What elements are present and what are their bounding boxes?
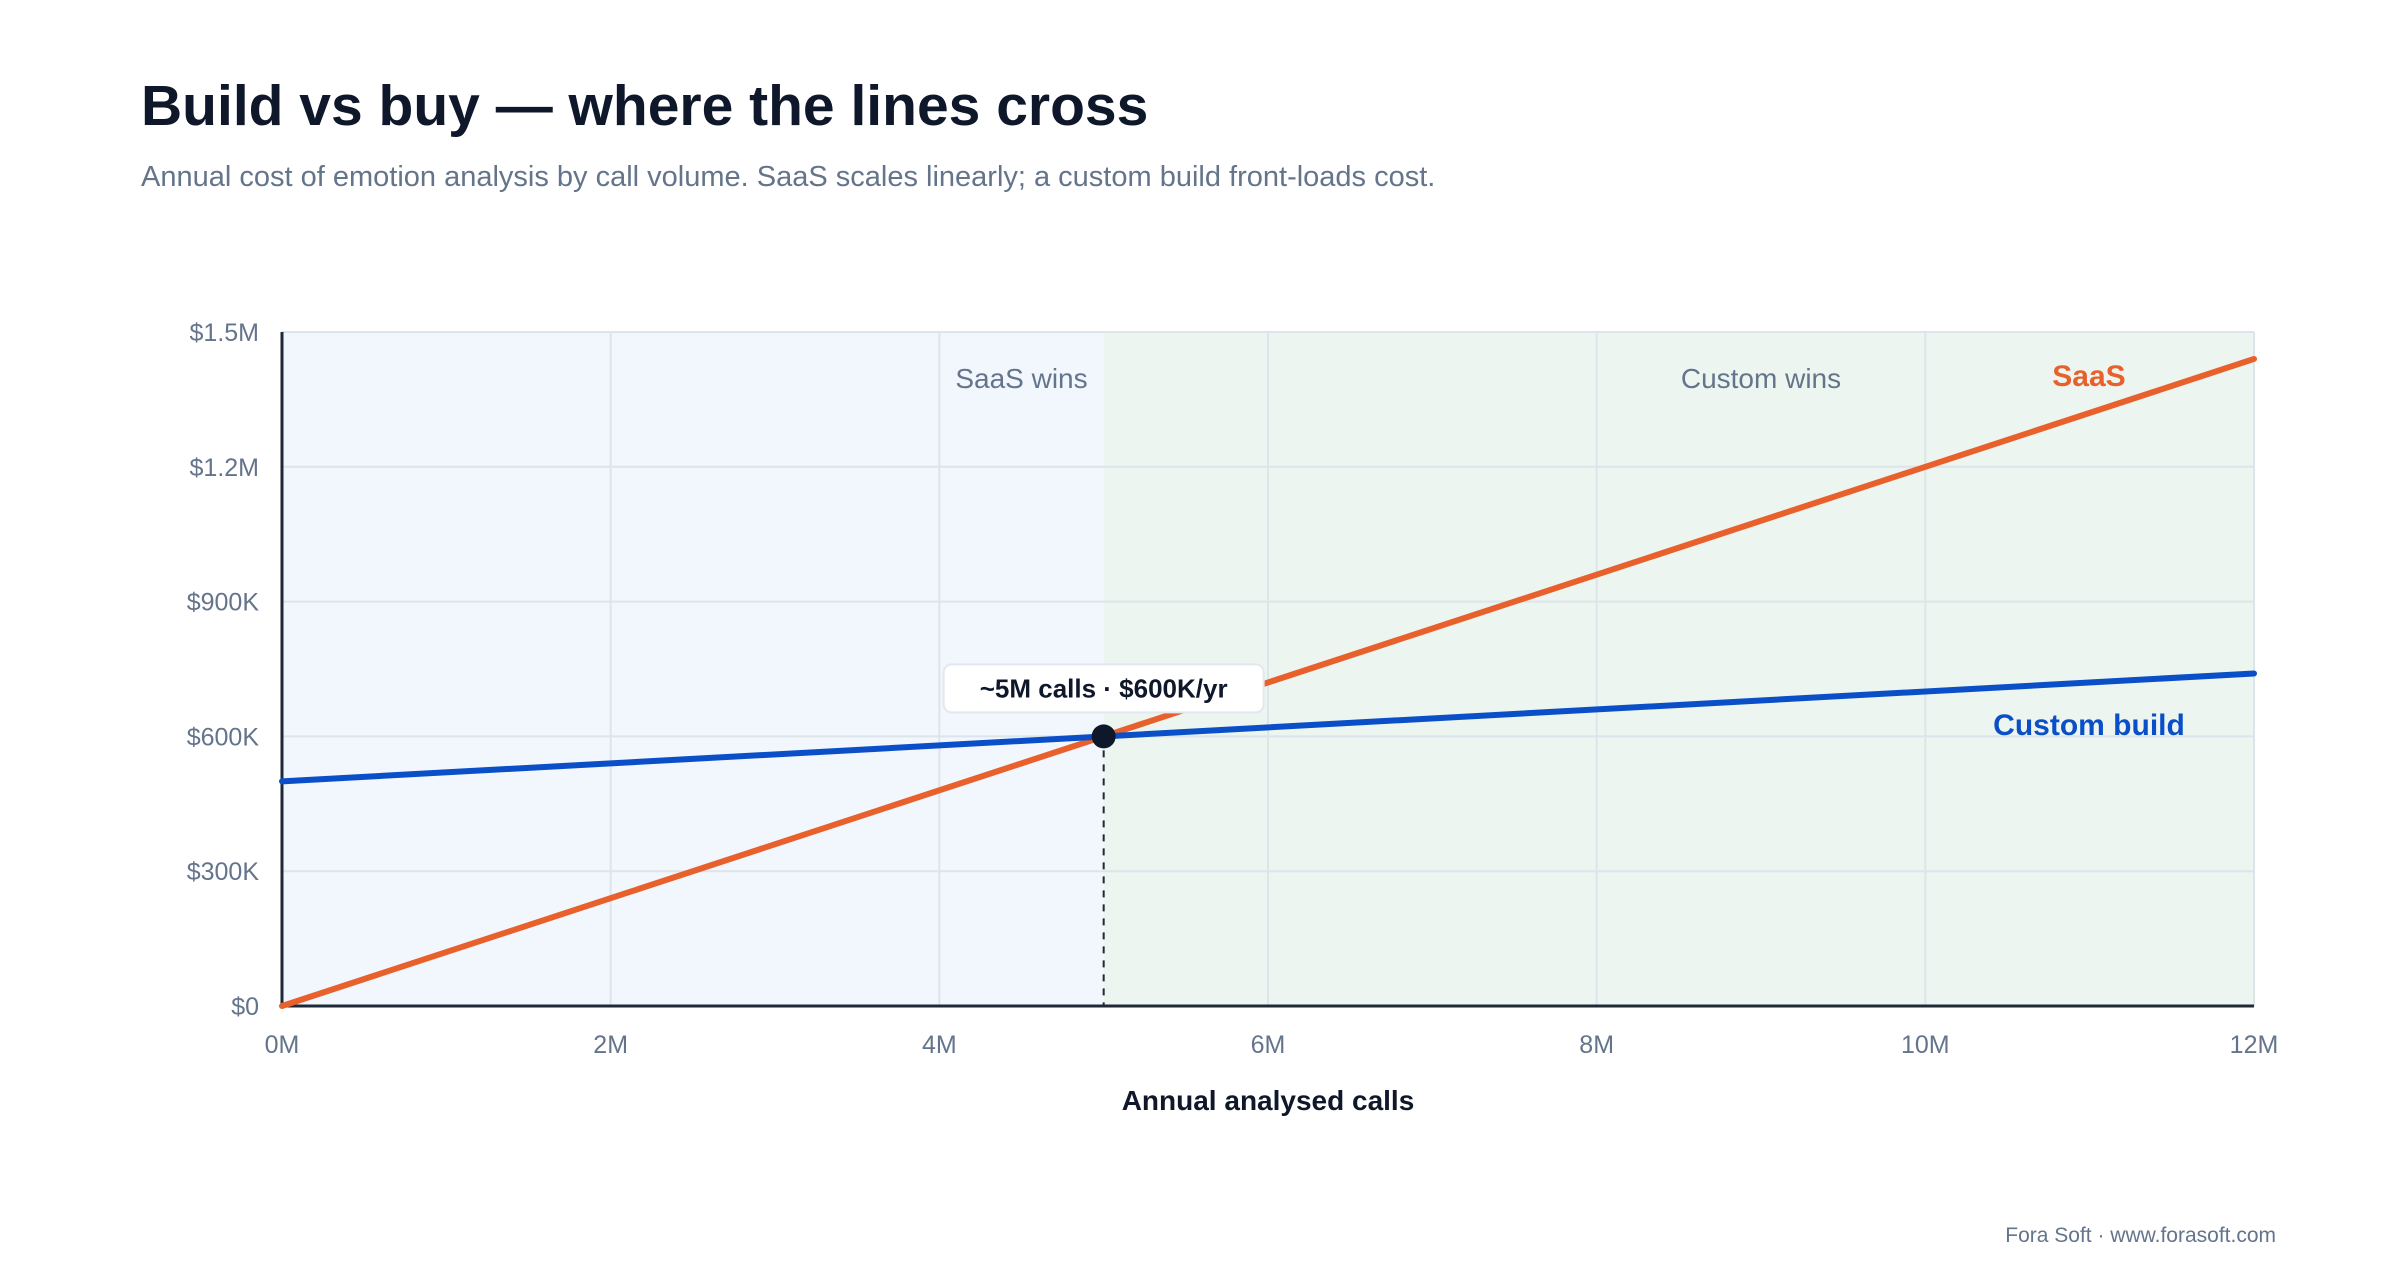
x-tick-label: 6M bbox=[1251, 1031, 1286, 1059]
y-tick-label: $900K bbox=[187, 589, 260, 617]
series-label: Custom build bbox=[1993, 709, 2185, 742]
x-tick-label: 10M bbox=[1901, 1031, 1950, 1059]
y-tick-label: $600K bbox=[187, 723, 260, 751]
axes-layer: 0M 2M 4M 6M 8M 10M 12M $0 $300K $600K $900K $1.2M $1… bbox=[187, 319, 2279, 1116]
y-tick-label: $0 bbox=[231, 993, 259, 1021]
x-axis-title: Annual analysed calls bbox=[1122, 1085, 1415, 1116]
x-tick-label: 2M bbox=[593, 1031, 628, 1059]
chart-subtitle: Annual cost of emotion analysis by call … bbox=[141, 161, 1436, 193]
region-label: Custom wins bbox=[1681, 363, 1841, 394]
crossover-callout-label: ~5M calls · $600K/yr bbox=[980, 673, 1228, 703]
y-tick-label: $1.2M bbox=[190, 454, 259, 482]
region-label: SaaS wins bbox=[955, 363, 1087, 394]
y-tick-label: $300K bbox=[187, 858, 260, 886]
y-tick-label: $1.5M bbox=[190, 319, 259, 347]
x-tick-label: 12M bbox=[2230, 1031, 2279, 1059]
series-line-saas bbox=[279, 355, 2257, 1009]
x-tick-label: 0M bbox=[265, 1031, 300, 1059]
footer-credit: Fora Soft · www.forasoft.com bbox=[2005, 1224, 2276, 1247]
annotation-layer: SaaS wins Custom wins SaaS Custom build ~5M … bbox=[942, 360, 2185, 1006]
region-custom-wins bbox=[1103, 332, 2254, 1006]
series-line-custom-build bbox=[279, 670, 2257, 785]
crossover-point bbox=[1091, 724, 1116, 749]
series-layer bbox=[279, 355, 2257, 1009]
crossover-callout-box bbox=[942, 663, 1265, 714]
series-label: SaaS bbox=[2052, 360, 2125, 393]
x-tick-label: 4M bbox=[922, 1031, 957, 1059]
x-tick-label: 8M bbox=[1579, 1031, 1614, 1059]
chart-title: Build vs buy — where the lines cross bbox=[141, 74, 1149, 138]
